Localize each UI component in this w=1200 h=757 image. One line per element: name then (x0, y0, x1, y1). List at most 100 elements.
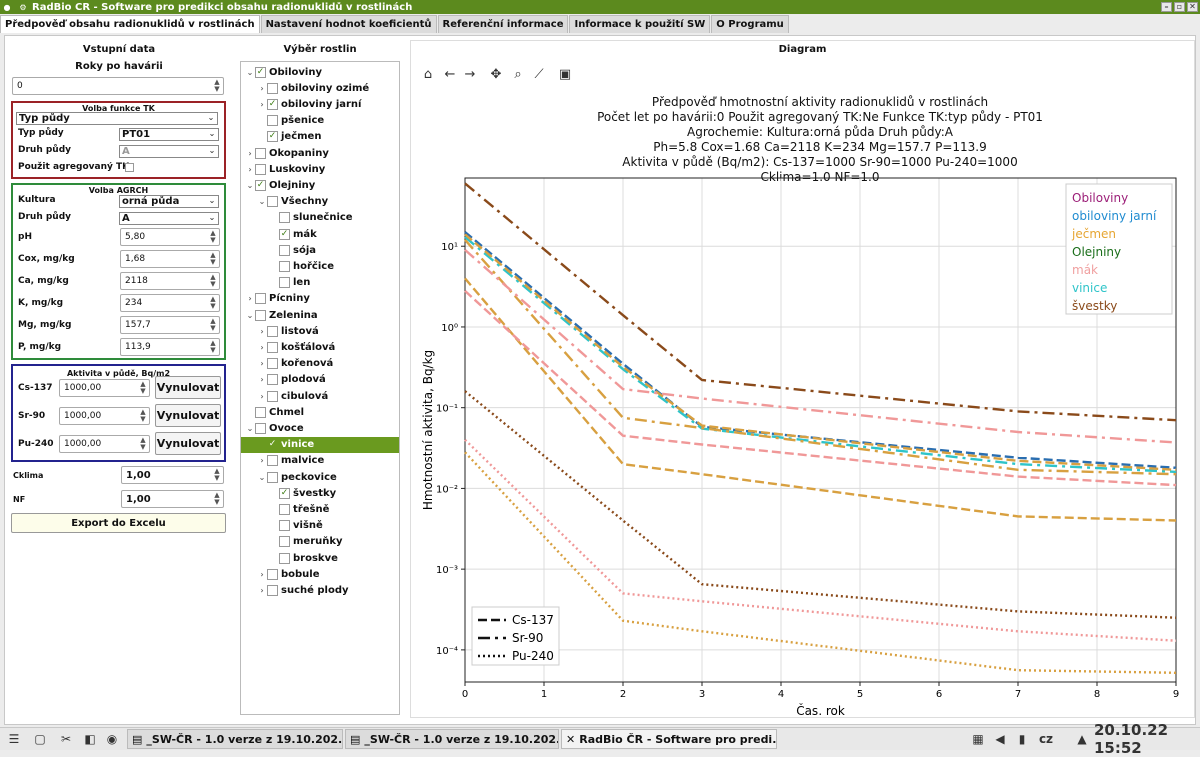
chevron-down-icon[interactable]: ⌄ (246, 67, 254, 77)
keyboard-layout[interactable]: cz (1038, 732, 1054, 746)
spin-arrows-icon[interactable]: ▲ ▼ (210, 339, 216, 354)
nf-spinbox[interactable]: 1,00 ▲ ▼ (121, 490, 224, 508)
tree-checkbox[interactable] (279, 552, 290, 564)
tree-item[interactable]: len (241, 275, 399, 291)
tree-item[interactable]: › Pícniny (241, 291, 399, 307)
maximize-icon[interactable]: ▫ (1174, 2, 1185, 12)
aggregated-tk-checkbox[interactable] (125, 163, 134, 172)
forward-arrow-icon[interactable]: → (464, 66, 476, 82)
minimize-icon[interactable]: – (1161, 2, 1172, 12)
files-icon[interactable]: ◧ (84, 732, 96, 746)
tree-checkbox[interactable]: ✓ (267, 131, 278, 143)
spin-arrows-icon[interactable]: ▲ ▼ (214, 467, 220, 482)
tree-item[interactable]: ⌄ Všechny (241, 194, 399, 210)
tree-item[interactable]: sója (241, 242, 399, 258)
tab-reference[interactable]: Referenční informace (437, 15, 569, 33)
volume-icon[interactable]: ◀ (995, 732, 1005, 746)
tree-checkbox[interactable] (255, 163, 266, 175)
chevron-right-icon[interactable]: › (260, 375, 264, 385)
cox-spinbox[interactable]: 1,68 ▲ ▼ (120, 250, 220, 268)
tree-checkbox[interactable] (267, 455, 278, 467)
spin-arrows-icon[interactable]: ▲ ▼ (140, 436, 146, 451)
tree-checkbox[interactable]: ✓ (268, 439, 277, 450)
reset-pu240-button[interactable]: Vynulovat (155, 432, 221, 455)
export-excel-button[interactable]: Export do Excelu (11, 513, 226, 533)
tree-item[interactable]: › cibulová (241, 388, 399, 404)
mg-spinbox[interactable]: 157,7 ▲ ▼ (120, 316, 220, 334)
tree-checkbox[interactable] (279, 277, 290, 289)
tools-icon[interactable]: ✂ (60, 732, 72, 746)
tree-checkbox[interactable] (279, 520, 290, 532)
firefox-icon[interactable]: ◉ (106, 732, 118, 746)
chevron-right-icon[interactable]: › (248, 164, 252, 174)
cklima-spinbox[interactable]: 1,00 ▲ ▼ (121, 466, 224, 484)
chevron-right-icon[interactable]: › (260, 359, 264, 369)
spin-arrows-icon[interactable]: ▲ ▼ (140, 380, 146, 395)
p-spinbox[interactable]: 113,9 ▲ ▼ (120, 338, 220, 356)
tree-item[interactable]: broskve (241, 550, 399, 566)
tree-item[interactable]: › bobule (241, 566, 399, 582)
chevron-down-icon[interactable]: ⌄ (246, 180, 254, 190)
tree-checkbox[interactable]: ✓ (255, 179, 266, 191)
tree-checkbox[interactable] (255, 147, 266, 159)
tree-checkbox[interactable] (255, 422, 266, 434)
tree-checkbox[interactable] (267, 358, 278, 370)
battery-icon[interactable]: ▮ (1018, 732, 1026, 746)
tree-item[interactable]: ⌄ Ovoce (241, 420, 399, 436)
clipboard-icon[interactable]: ▦ (972, 732, 984, 746)
tree-item[interactable]: višně (241, 518, 399, 534)
tree-checkbox[interactable] (267, 341, 278, 353)
taskbar-item-sw-1[interactable]: ▤ _SW-ČR - 1.0 verze z 19.10.202... (127, 729, 343, 749)
tree-checkbox[interactable] (279, 503, 290, 515)
tree-item[interactable]: ✓ mák (241, 226, 399, 242)
tab-prediction[interactable]: Předpověď obsahu radionuklidů v rostliná… (0, 15, 260, 33)
pu240-spinbox[interactable]: 1000,00 ▲ ▼ (59, 435, 150, 453)
tree-checkbox[interactable] (267, 115, 278, 127)
start-menu-icon[interactable]: ☰ (8, 732, 20, 746)
tree-item[interactable]: › Luskoviny (241, 161, 399, 177)
chevron-right-icon[interactable]: › (260, 83, 264, 93)
close-icon[interactable]: ✕ (1187, 2, 1198, 12)
tree-item[interactable]: › Okopaniny (241, 145, 399, 161)
taskbar-item-sw-2[interactable]: ▤ _SW-ČR - 1.0 verze z 19.10.202... (345, 729, 559, 749)
spin-arrows-icon[interactable]: ▲ ▼ (140, 408, 146, 423)
tree-item[interactable]: Chmel (241, 404, 399, 420)
chevron-right-icon[interactable]: › (260, 456, 264, 466)
chevron-down-icon[interactable]: ⌄ (246, 423, 254, 433)
spin-arrows-icon[interactable]: ▲ ▼ (210, 295, 216, 310)
chevron-right-icon[interactable]: › (248, 294, 252, 304)
spin-arrows-icon[interactable]: ▲ ▼ (210, 229, 216, 244)
years-spinbox[interactable]: 0 ▲ ▼ (12, 77, 224, 95)
chevron-right-icon[interactable]: › (248, 148, 252, 158)
reset-cs137-button[interactable]: Vynulovat (155, 376, 221, 399)
tree-checkbox[interactable] (267, 82, 278, 94)
pan-icon[interactable]: ✥ (490, 66, 502, 82)
sr90-spinbox[interactable]: 1000,00 ▲ ▼ (59, 407, 150, 425)
tree-checkbox[interactable] (267, 390, 278, 402)
tree-item[interactable]: ⌄ peckovice (241, 469, 399, 485)
tree-item[interactable]: hořčice (241, 258, 399, 274)
tree-item[interactable]: › kořenová (241, 356, 399, 372)
tree-checkbox[interactable] (267, 568, 278, 580)
tree-item[interactable]: › košťálová (241, 339, 399, 355)
chevron-right-icon[interactable]: › (260, 342, 264, 352)
chevron-down-icon[interactable]: ⌄ (246, 310, 254, 320)
ca-spinbox[interactable]: 2118 ▲ ▼ (120, 272, 220, 290)
chevron-right-icon[interactable]: › (260, 569, 264, 579)
back-arrow-icon[interactable]: ← (444, 66, 456, 82)
tree-checkbox[interactable] (267, 471, 278, 483)
tree-item[interactable]: › suché plody (241, 582, 399, 598)
chevron-right-icon[interactable]: › (260, 326, 264, 336)
tree-item[interactable]: ⌄ Zelenina (241, 307, 399, 323)
ph-spinbox[interactable]: 5,80 ▲ ▼ (120, 228, 220, 246)
tree-item[interactable]: třešně (241, 501, 399, 517)
tree-item[interactable]: › ✓ obiloviny jarní (241, 96, 399, 112)
show-desktop-icon[interactable]: ▢ (34, 732, 46, 746)
soil-type-combo[interactable]: PT01 ⌄ (119, 128, 219, 141)
tree-checkbox[interactable] (267, 196, 278, 208)
tree-item[interactable]: ✓ ječmen (241, 129, 399, 145)
tree-checkbox[interactable] (267, 374, 278, 386)
chevron-right-icon[interactable]: › (260, 99, 264, 109)
cs137-spinbox[interactable]: 1000,00 ▲ ▼ (59, 379, 150, 397)
taskbar-item-radbio[interactable]: ✕ RadBio ČR - Software pro predi... (561, 729, 777, 749)
